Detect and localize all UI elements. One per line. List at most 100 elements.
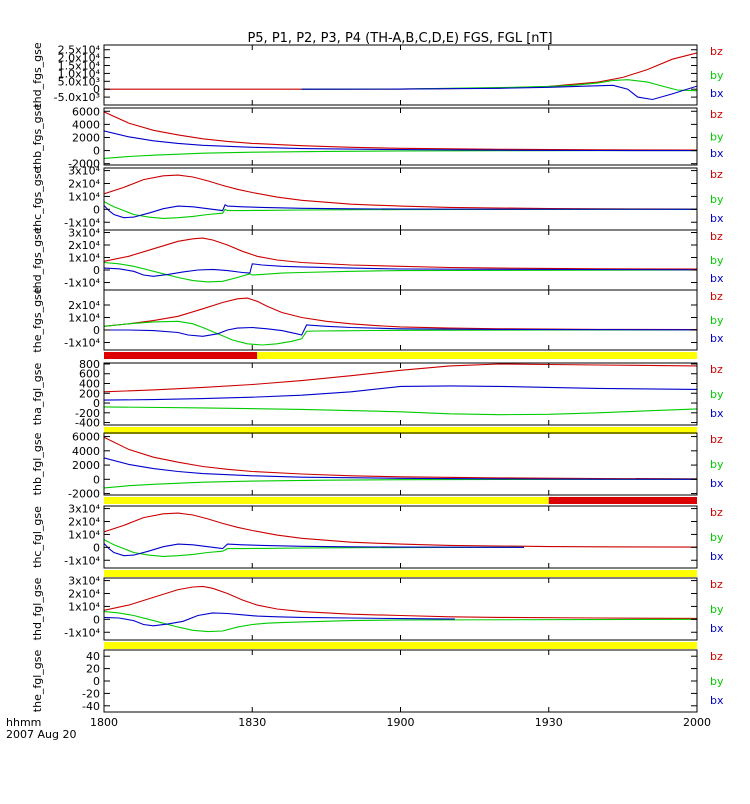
series-line-by xyxy=(104,611,697,633)
series-line-bx xyxy=(104,457,697,480)
x-tick-label: 1900 xyxy=(387,716,415,729)
y-tick-label: 2000 xyxy=(72,131,100,144)
series-group xyxy=(104,237,697,283)
legend-by: by xyxy=(710,314,724,327)
flag-bar-segment xyxy=(104,642,697,649)
date-label: 2007 Aug 20 xyxy=(6,728,76,741)
series-line-bx xyxy=(104,324,697,337)
y-tick-label: 0 xyxy=(93,264,100,277)
y-tick-label: -1x10⁴ xyxy=(64,337,100,350)
x-tick-label: 1800 xyxy=(90,716,118,729)
series-line-bz xyxy=(104,237,697,270)
flag-bar-segment xyxy=(104,570,697,577)
legend-bz: bz xyxy=(710,108,723,121)
y-tick-label: -1x10⁴ xyxy=(64,216,100,229)
series-line-by xyxy=(104,406,697,416)
legend-by: by xyxy=(710,131,724,144)
legend-bz: bz xyxy=(710,363,723,376)
series-line-bz xyxy=(104,585,697,619)
y-tick-label: 0 xyxy=(93,541,100,554)
series-line-bz xyxy=(104,52,697,90)
legend-by: by xyxy=(710,531,724,544)
y-tick-label: -40 xyxy=(82,700,100,713)
series-group xyxy=(104,585,697,633)
legend-bx: bx xyxy=(710,272,724,285)
y-axis-label: the_fgs_gse xyxy=(31,287,44,352)
series-line-by xyxy=(301,79,697,92)
y-tick-label: -2000 xyxy=(68,158,100,171)
series-group xyxy=(104,52,697,101)
legend-by: by xyxy=(710,603,724,616)
series-line-bx xyxy=(104,543,525,557)
panel-frame xyxy=(103,289,698,351)
series-group xyxy=(104,363,697,416)
legend-by: by xyxy=(710,675,724,688)
legend-bz: bz xyxy=(710,168,723,181)
legend-by: by xyxy=(710,193,724,206)
y-tick-label: 0 xyxy=(93,83,100,96)
legend-bz: bz xyxy=(710,45,723,58)
series-group xyxy=(104,512,697,557)
y-tick-label: -200 xyxy=(75,407,100,420)
series-line-bx xyxy=(104,130,697,152)
y-axis-label: thd_fgs_gse xyxy=(31,42,44,108)
panel-thd_fgs_gse: -5.0x10³05.0x10³1.0x10⁴1.5x10⁴2.0x10⁴2.5… xyxy=(31,42,724,108)
legend-bz: bz xyxy=(710,230,723,243)
flag-bar-segment xyxy=(104,497,549,504)
flag-bar-segment xyxy=(104,427,697,434)
flag-bar-segment xyxy=(257,352,697,359)
series-line-bx xyxy=(104,263,697,277)
y-tick-label: 2x10⁴ xyxy=(68,239,101,252)
y-tick-label: 40 xyxy=(86,650,100,663)
series-line-bx xyxy=(301,84,697,101)
y-tick-label: 2x10⁴ xyxy=(68,516,101,529)
series-line-by xyxy=(104,539,525,557)
series-group xyxy=(104,174,697,219)
series-line-bx xyxy=(104,204,697,219)
x-tick-label: 1830 xyxy=(238,716,266,729)
y-tick-label: 1x10⁴ xyxy=(68,190,101,203)
legend-bx: bx xyxy=(710,87,724,100)
y-tick-label: 4000 xyxy=(72,118,100,131)
y-tick-label: -5.0x10³ xyxy=(54,91,100,104)
y-tick-label: 0 xyxy=(93,324,100,337)
y-tick-label: 3x10⁴ xyxy=(68,503,101,516)
series-line-by xyxy=(104,320,697,346)
y-tick-label: 5.0x10³ xyxy=(58,75,100,88)
legend-bz: bz xyxy=(710,290,723,303)
y-tick-label: 1x10⁴ xyxy=(68,312,101,325)
y-tick-label: 0 xyxy=(93,675,100,688)
series-line-bz xyxy=(104,174,697,210)
y-tick-label: 2000 xyxy=(72,459,100,472)
y-tick-label: -2000 xyxy=(68,488,100,501)
series-line-bx xyxy=(104,385,697,401)
y-axis-label: tha_fgl_gse xyxy=(31,363,44,426)
x-tick-label: 2000 xyxy=(683,716,711,729)
panel-frame xyxy=(103,649,698,713)
y-tick-label: 2x10⁴ xyxy=(68,299,101,312)
legend-bz: bz xyxy=(710,506,723,519)
y-tick-label: 6000 xyxy=(72,431,100,444)
y-tick-label: 2x10⁴ xyxy=(68,178,101,191)
panel-frame xyxy=(103,44,698,106)
series-line-by xyxy=(104,478,697,489)
x-axis: 1800 1830 1900 1930 2000 xyxy=(90,716,711,729)
y-tick-label: 3x10⁴ xyxy=(68,165,101,178)
y-tick-label: 200 xyxy=(79,387,100,400)
y-tick-label: 0 xyxy=(93,145,100,158)
legend-bx: bx xyxy=(710,212,724,225)
y-axis-label: thb_fgl_gse xyxy=(31,432,44,495)
y-tick-label: 1.5x10⁴ xyxy=(58,60,101,73)
legend-by: by xyxy=(710,388,724,401)
series-group xyxy=(104,436,697,489)
y-tick-label: 4000 xyxy=(72,445,100,458)
y-tick-label: 0 xyxy=(93,397,100,410)
legend-bx: bx xyxy=(710,332,724,345)
